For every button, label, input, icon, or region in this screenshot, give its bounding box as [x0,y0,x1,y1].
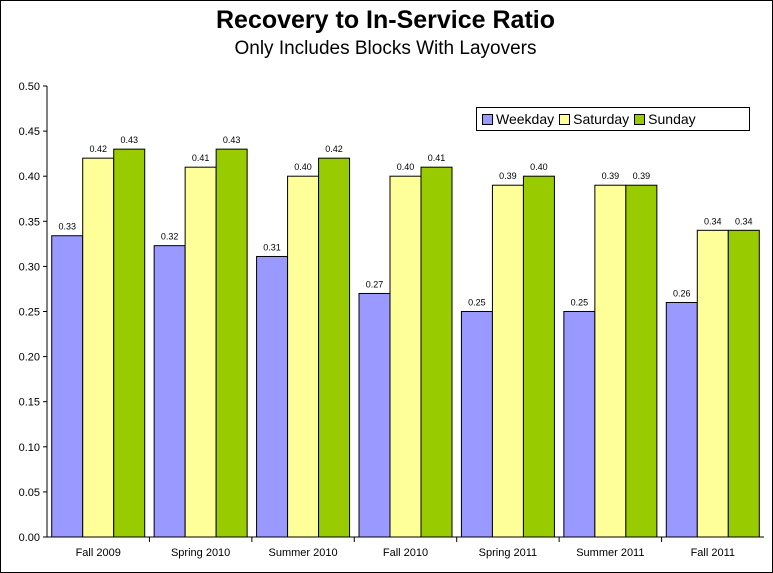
y-tick-label: 0.50 [19,81,40,93]
bar-saturday [287,175,320,538]
x-tick-label: Spring 2011 [479,547,538,559]
data-label: 0.39 [633,171,651,181]
bar-weekday [256,255,289,538]
bar-saturday [82,157,115,538]
bar-weekday [51,235,84,538]
bar-weekday [563,311,596,538]
x-tick-label: Spring 2010 [171,547,230,559]
y-tick-label: 0.45 [19,126,40,138]
data-label: 0.40 [397,162,415,172]
legend-item-weekday: Weekday [482,111,554,127]
bar-sunday [625,184,658,538]
bar-saturday [696,229,729,538]
legend-item-sunday: Sunday [634,111,696,127]
data-label: 0.34 [704,216,722,226]
x-tick-label: Fall 2009 [76,547,121,559]
bar-weekday [153,245,186,538]
y-tick-label: 0.00 [19,532,40,544]
bar-sunday [113,148,146,538]
x-tick-label: Fall 2010 [383,547,428,559]
legend-swatch-weekday [482,113,493,125]
data-label: 0.25 [468,298,486,308]
bar-sunday [420,166,453,538]
bar-sunday [318,157,351,538]
data-label: 0.43 [223,135,241,145]
legend-swatch-saturday [559,113,571,125]
bar-saturday [184,166,217,538]
chart-subtitle: Only Includes Blocks With Layovers [234,38,537,59]
data-label: 0.41 [428,153,446,163]
data-label: 0.39 [602,171,620,181]
chart-title: Recovery to In-Service Ratio [215,6,555,34]
data-label: 0.27 [366,279,384,289]
legend-swatch-sunday [634,113,646,125]
data-label: 0.25 [571,298,589,308]
data-label: 0.33 [58,222,76,232]
bar-sunday [215,148,248,538]
legend-label-saturday: Saturday [573,111,630,127]
data-label: 0.32 [161,232,179,242]
y-tick-label: 0.15 [19,397,40,409]
data-label: 0.40 [294,162,312,172]
chart-legend: Weekday Saturday Sunday [476,107,750,131]
bar-sunday [727,229,760,538]
legend-item-saturday: Saturday [559,111,629,127]
data-label: 0.34 [735,216,753,226]
bar-weekday [358,292,391,538]
y-tick-label: 0.05 [19,487,40,499]
x-tick-label: Summer 2010 [269,547,338,559]
data-label: 0.42 [325,144,343,154]
bar-weekday [665,301,698,538]
data-label: 0.43 [120,135,138,145]
data-label: 0.31 [263,242,281,252]
bar-weekday [460,311,493,538]
data-label: 0.42 [89,144,107,154]
legend-label-weekday: Weekday [496,111,555,127]
bar-saturday [594,184,627,538]
y-tick-label: 0.10 [19,442,40,454]
data-label: 0.39 [499,171,517,181]
y-tick-label: 0.25 [19,307,40,319]
y-tick-label: 0.30 [19,261,40,273]
x-tick-label: Fall 2011 [691,547,735,559]
bar-saturday [389,175,422,538]
bar-saturday [491,184,524,538]
y-tick-label: 0.20 [19,352,40,364]
x-tick-label: Summer 2011 [576,547,644,559]
y-tick-label: 0.40 [19,171,40,183]
data-label: 0.41 [192,153,210,163]
data-label: 0.40 [530,162,548,172]
legend-label-sunday: Sunday [648,111,696,127]
data-label: 0.26 [673,288,691,298]
y-tick-label: 0.35 [19,216,40,228]
bar-sunday [522,175,555,538]
